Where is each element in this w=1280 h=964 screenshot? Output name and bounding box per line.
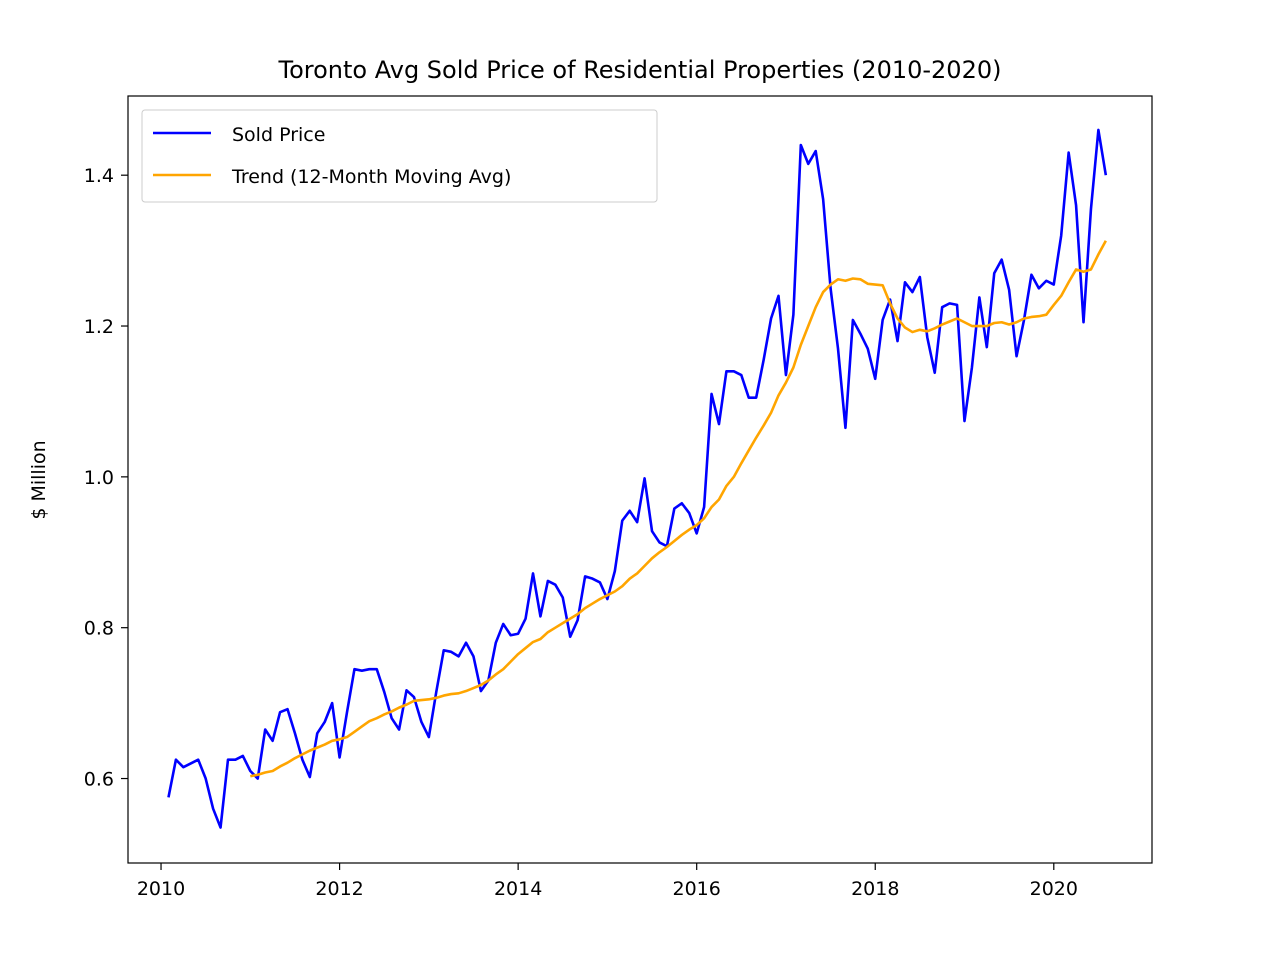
y-tick-label: 1.0 [84, 467, 114, 489]
y-tick-label: 1.2 [84, 316, 114, 338]
y-tick-label: 0.8 [84, 618, 114, 640]
x-tick-label: 2010 [137, 878, 185, 900]
chart-title: Toronto Avg Sold Price of Residential Pr… [278, 56, 1002, 84]
legend-label-trend: Trend (12-Month Moving Avg) [231, 166, 511, 188]
x-tick-label: 2018 [851, 878, 899, 900]
y-axis-label: $ Million [28, 440, 50, 519]
y-tick-label: 1.4 [84, 165, 114, 187]
x-tick-label: 2012 [315, 878, 363, 900]
x-tick-label: 2014 [494, 878, 542, 900]
legend-label-sold-price: Sold Price [232, 124, 325, 146]
y-tick-label: 0.6 [84, 769, 114, 791]
legend: Sold Price Trend (12-Month Moving Avg) [142, 110, 657, 202]
legend-box [142, 110, 657, 202]
x-tick-label: 2016 [673, 878, 721, 900]
x-tick-label: 2020 [1030, 878, 1078, 900]
